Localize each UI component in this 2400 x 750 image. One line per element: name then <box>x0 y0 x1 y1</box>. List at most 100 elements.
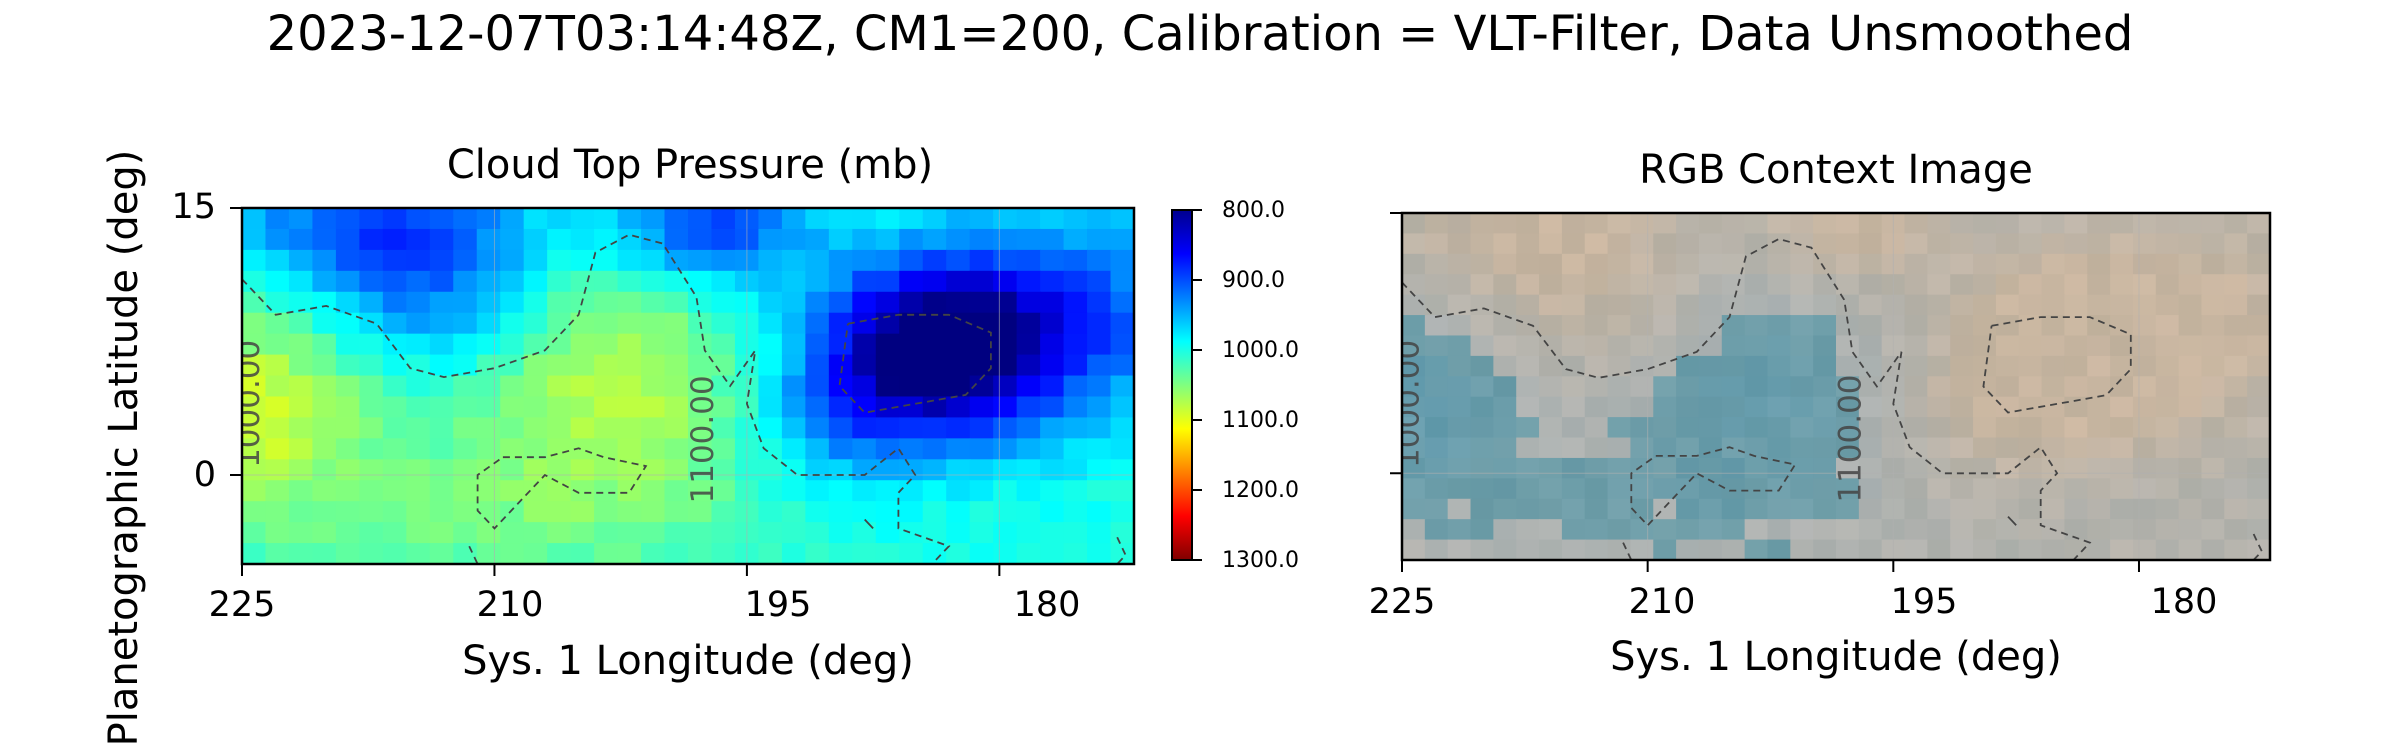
pressure-cell <box>1087 270 1112 293</box>
pressure-cell <box>899 417 924 440</box>
rgb-cell <box>1790 478 1814 500</box>
pressure-cell <box>969 249 994 272</box>
rgb-cell <box>2201 355 2226 378</box>
pressure-cell <box>1016 333 1041 356</box>
pressure-cell <box>406 396 431 419</box>
pressure-cell <box>1063 375 1088 398</box>
rgb-cell <box>1858 457 1883 480</box>
pressure-cell <box>664 459 689 482</box>
rgb-cell <box>2201 437 2226 459</box>
rgb-cell <box>2247 519 2270 541</box>
rgb-cell <box>1767 233 1792 255</box>
rgb-cell <box>2041 294 2066 316</box>
pressure-cell <box>664 228 689 251</box>
rgb-cell <box>1813 539 1837 560</box>
rgb-cell <box>1721 498 1746 520</box>
rgb-cell <box>1607 355 1632 378</box>
pressure-cell <box>781 249 807 272</box>
rgb-cell <box>1607 396 1632 418</box>
pressure-cell <box>852 354 877 377</box>
rgb-cell <box>1539 498 1563 520</box>
pressure-cell <box>1040 459 1065 482</box>
rgb-cell <box>1424 457 1449 480</box>
pressure-cell <box>852 396 877 419</box>
pressure-cell <box>1063 270 1088 293</box>
rgb-cell <box>1836 498 1860 520</box>
rgb-cell <box>1470 233 1495 255</box>
pressure-cell <box>453 375 478 398</box>
pressure-cell <box>453 459 478 482</box>
rgb-cell <box>2155 539 2180 560</box>
pressure-cell <box>312 228 337 251</box>
pressure-cell <box>1110 543 1134 564</box>
pressure-cell <box>406 249 431 272</box>
rgb-cell <box>1950 335 1974 357</box>
pressure-cell <box>922 480 948 502</box>
rgb-cell <box>1607 274 1632 296</box>
pressure-cell <box>781 291 807 314</box>
rgb-cell <box>2018 315 2043 337</box>
rgb-cell <box>1767 396 1792 418</box>
pressure-cell <box>570 438 595 461</box>
pressure-cell <box>758 543 783 564</box>
rgb-cell <box>2041 498 2066 520</box>
rgb-cell <box>1813 355 1837 378</box>
rgb-cell <box>1858 396 1883 418</box>
rgb-cell <box>1995 253 2020 276</box>
pressure-cell <box>288 438 314 461</box>
rgb-cell <box>2247 335 2270 357</box>
rgb-cell <box>2132 519 2157 541</box>
rgb-cell <box>1653 457 1677 480</box>
rgb-cell <box>1516 498 1540 520</box>
pressure-cell <box>406 501 431 523</box>
rgb-cell <box>1630 335 1655 357</box>
pressure-cell <box>382 208 408 230</box>
rgb-cell <box>1676 396 1700 418</box>
rgb-cell <box>1676 519 1700 541</box>
pressure-cell <box>288 270 314 293</box>
pressure-cell <box>805 396 830 419</box>
pressure-cell <box>946 543 971 564</box>
right-x-tick-195: 195 <box>1890 582 1958 622</box>
rgb-cell <box>1904 355 1929 378</box>
rgb-cell <box>1607 539 1632 560</box>
rgb-cell <box>1927 355 1952 378</box>
rgb-cell <box>1995 213 2020 235</box>
rgb-cell <box>1995 498 2020 520</box>
pressure-cell <box>1040 312 1065 335</box>
rgb-cell <box>1927 213 1952 235</box>
rgb-cell <box>1813 417 1837 439</box>
pressure-cell <box>500 312 525 335</box>
pressure-cell <box>899 522 924 544</box>
pressure-cell <box>1110 522 1134 544</box>
pressure-cell <box>265 270 290 293</box>
rgb-cell <box>1904 396 1929 418</box>
rgb-cell <box>2155 355 2180 378</box>
pressure-cell <box>265 354 290 377</box>
pressure-cell <box>288 501 314 523</box>
rgb-cell <box>1424 539 1449 560</box>
rgb-cell <box>1607 417 1632 439</box>
rgb-cell <box>2110 457 2134 480</box>
pressure-cell <box>359 417 384 440</box>
pressure-cell <box>335 354 361 377</box>
rgb-cell <box>2132 294 2157 316</box>
rgb-cell <box>1813 274 1837 296</box>
pressure-cell <box>453 270 478 293</box>
pressure-cell <box>1087 228 1112 251</box>
rgb-cell <box>2041 355 2066 378</box>
pressure-cell <box>242 333 267 356</box>
pressure-cell <box>288 480 314 502</box>
rgb-cell <box>1744 376 1769 398</box>
pressure-cell <box>946 354 971 377</box>
rgb-cell <box>2087 519 2111 541</box>
pressure-cell <box>758 270 783 293</box>
rgb-cell <box>1447 478 1472 500</box>
rgb-cell <box>1995 478 2020 500</box>
rgb-cell <box>1813 498 1837 520</box>
rgb-cell <box>2087 355 2111 378</box>
rgb-cell <box>2201 213 2226 235</box>
rgb-cell <box>2224 417 2248 439</box>
pressure-cell <box>1110 270 1134 293</box>
rgb-cell <box>2224 233 2248 255</box>
